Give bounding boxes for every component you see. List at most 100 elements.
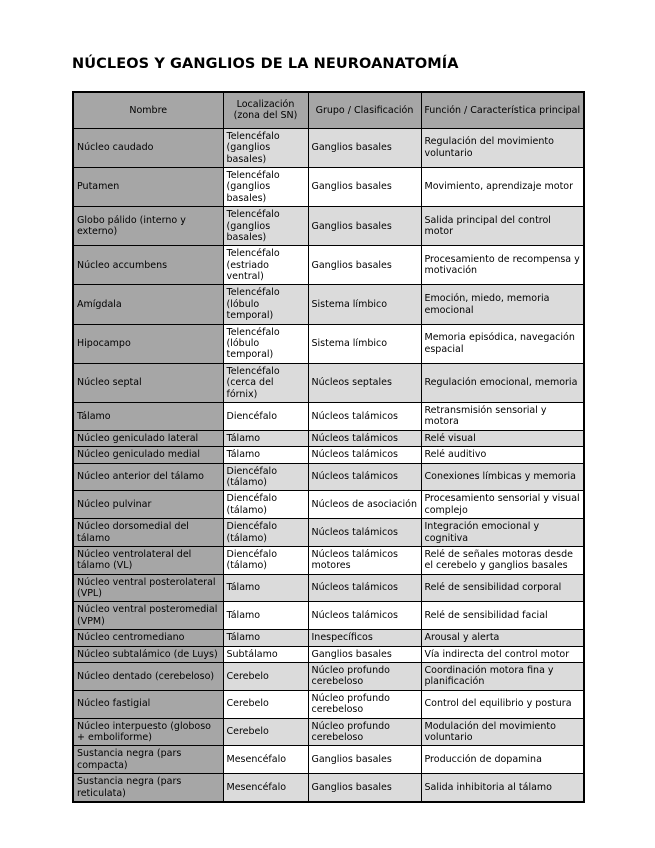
cell-nombre: Amígdala [72,284,224,325]
cell-localizacion: Mesencéfalo [222,773,309,803]
cell-nombre: Globo pálido (interno y externo) [72,206,224,247]
table-row: Núcleo anterior del tálamo Diencéfalo (t… [72,462,585,492]
table-header-row: Nombre Localización (zona del SN) Grupo … [72,91,585,129]
cell-localizacion: Cerebelo [222,717,309,747]
column-header-localizacion: Localización (zona del SN) [222,91,309,129]
cell-localizacion: Subtálamo [222,645,309,664]
cell-funcion: Relé de sensibilidad corporal [420,573,585,603]
cell-nombre: Putamen [72,166,224,208]
table-row: Núcleo ventral posteromedial (VPM) Tálam… [72,601,585,631]
table-row: Núcleo interpuesto (globoso + emboliform… [72,717,585,747]
table-row: Sustancia negra (pars compacta) Mesencéf… [72,745,585,775]
cell-funcion: Control del equilibrio y postura [420,689,585,719]
cell-localizacion: Telencéfalo (ganglios basales) [222,166,309,208]
cell-funcion: Regulación del movimiento voluntario [420,127,585,168]
cell-funcion: Salida principal del control motor [420,206,585,247]
cell-localizacion: Diencéfalo (tálamo) [222,462,309,492]
cell-grupo: Ganglios basales [307,206,422,247]
cell-grupo: Ganglios basales [307,645,422,664]
cell-funcion: Relé visual [420,429,585,448]
cell-funcion: Producción de dopamina [420,745,585,775]
cell-localizacion: Tálamo [222,446,309,464]
cell-localizacion: Telencéfalo (ganglios basales) [222,206,309,247]
cell-grupo: Núcleos de asociación [307,490,422,520]
table-header: Nombre Localización (zona del SN) Grupo … [72,91,585,129]
table-row: Globo pálido (interno y externo) Telencé… [72,206,585,247]
cell-localizacion: Tálamo [222,601,309,631]
table-row: Núcleo dorsomedial del tálamo Diencéfalo… [72,518,585,547]
column-header-funcion: Función / Característica principal [420,91,585,129]
cell-nombre: Tálamo [72,401,224,431]
cell-grupo: Núcleos septales [307,362,422,403]
table-row: Hipocampo Telencéfalo (lóbulo temporal) … [72,323,585,364]
cell-nombre: Núcleo geniculado medial [72,446,224,464]
table-row: Núcleo pulvinar Diencéfalo (tálamo) Núcl… [72,490,585,520]
column-header-nombre: Nombre [72,91,224,129]
table-row: Núcleo subtalámico (de Luys) Subtálamo G… [72,645,585,664]
cell-localizacion: Diencéfalo (tálamo) [222,545,309,575]
cell-grupo: Núcleos talámicos motores [307,545,422,575]
cell-nombre: Núcleo subtalámico (de Luys) [72,645,224,664]
table-row: Amígdala Telencéfalo (lóbulo temporal) S… [72,284,585,325]
cell-grupo: Ganglios basales [307,245,422,286]
table-row: Núcleo ventrolateral del tálamo (VL) Die… [72,545,585,575]
cell-funcion: Relé de sensibilidad facial [420,601,585,631]
table-row: Núcleo ventral posterolateral (VPL) Tála… [72,573,585,603]
table-row: Núcleo fastigial Cerebelo Núcleo profund… [72,689,585,719]
cell-grupo: Núcleo profundo cerebeloso [307,689,422,719]
cell-localizacion: Tálamo [222,429,309,448]
cell-grupo: Núcleos talámicos [307,601,422,631]
cell-nombre: Núcleo dentado (cerebeloso) [72,662,224,691]
cell-grupo: Núcleos talámicos [307,462,422,492]
cell-localizacion: Telencéfalo (lóbulo temporal) [222,323,309,364]
cell-grupo: Sistema límbico [307,284,422,325]
table-row: Núcleo geniculado medial Tálamo Núcleos … [72,446,585,464]
cell-nombre: Núcleo caudado [72,127,224,168]
cell-funcion: Regulación emocional, memoria [420,362,585,403]
cell-grupo: Ganglios basales [307,773,422,803]
table-row: Núcleo caudado Telencéfalo (ganglios bas… [72,127,585,168]
cell-nombre: Núcleo ventral posterolateral (VPL) [72,573,224,603]
cell-nombre: Núcleo septal [72,362,224,403]
cell-grupo: Núcleos talámicos [307,573,422,603]
cell-grupo: Ganglios basales [307,745,422,775]
table-row: Núcleo septal Telencéfalo (cerca del fór… [72,362,585,403]
cell-grupo: Núcleos talámicos [307,429,422,448]
cell-localizacion: Mesencéfalo [222,745,309,775]
cell-localizacion: Diencéfalo (tálamo) [222,490,309,520]
cell-grupo: Núcleos talámicos [307,518,422,547]
cell-localizacion: Cerebelo [222,689,309,719]
cell-nombre: Núcleo geniculado lateral [72,429,224,448]
cell-localizacion: Telencéfalo (lóbulo temporal) [222,284,309,325]
table-row: Tálamo Diencéfalo Núcleos talámicos Retr… [72,401,585,431]
cell-localizacion: Tálamo [222,629,309,647]
cell-funcion: Relé de señales motoras desde el cerebel… [420,545,585,575]
table-row: Núcleo dentado (cerebeloso) Cerebelo Núc… [72,662,585,691]
cell-nombre: Núcleo accumbens [72,245,224,286]
cell-funcion: Procesamiento de recompensa y motivación [420,245,585,286]
cell-nombre: Núcleo ventral posteromedial (VPM) [72,601,224,631]
table-row: Putamen Telencéfalo (ganglios basales) G… [72,166,585,208]
cell-localizacion: Telencéfalo (ganglios basales) [222,127,309,168]
table-row: Sustancia negra (pars reticulata) Mesenc… [72,773,585,803]
cell-grupo: Sistema límbico [307,323,422,364]
table-row: Núcleo geniculado lateral Tálamo Núcleos… [72,429,585,448]
table-row: Núcleo accumbens Telencéfalo (estriado v… [72,245,585,286]
cell-nombre: Núcleo pulvinar [72,490,224,520]
cell-grupo: Núcleo profundo cerebeloso [307,662,422,691]
cell-localizacion: Cerebelo [222,662,309,691]
cell-nombre: Núcleo interpuesto (globoso + emboliform… [72,717,224,747]
cell-funcion: Modulación del movimiento voluntario [420,717,585,747]
cell-grupo: Inespecíficos [307,629,422,647]
cell-nombre: Hipocampo [72,323,224,364]
cell-nombre: Núcleo anterior del tálamo [72,462,224,492]
cell-funcion: Retransmisión sensorial y motora [420,401,585,431]
cell-grupo: Núcleo profundo cerebeloso [307,717,422,747]
cell-nombre: Núcleo dorsomedial del tálamo [72,518,224,547]
cell-localizacion: Tálamo [222,573,309,603]
cell-funcion: Integración emocional y cognitiva [420,518,585,547]
cell-funcion: Emoción, miedo, memoria emocional [420,284,585,325]
cell-localizacion: Diencéfalo (tálamo) [222,518,309,547]
neuroanatomy-table: Nombre Localización (zona del SN) Grupo … [72,91,585,803]
